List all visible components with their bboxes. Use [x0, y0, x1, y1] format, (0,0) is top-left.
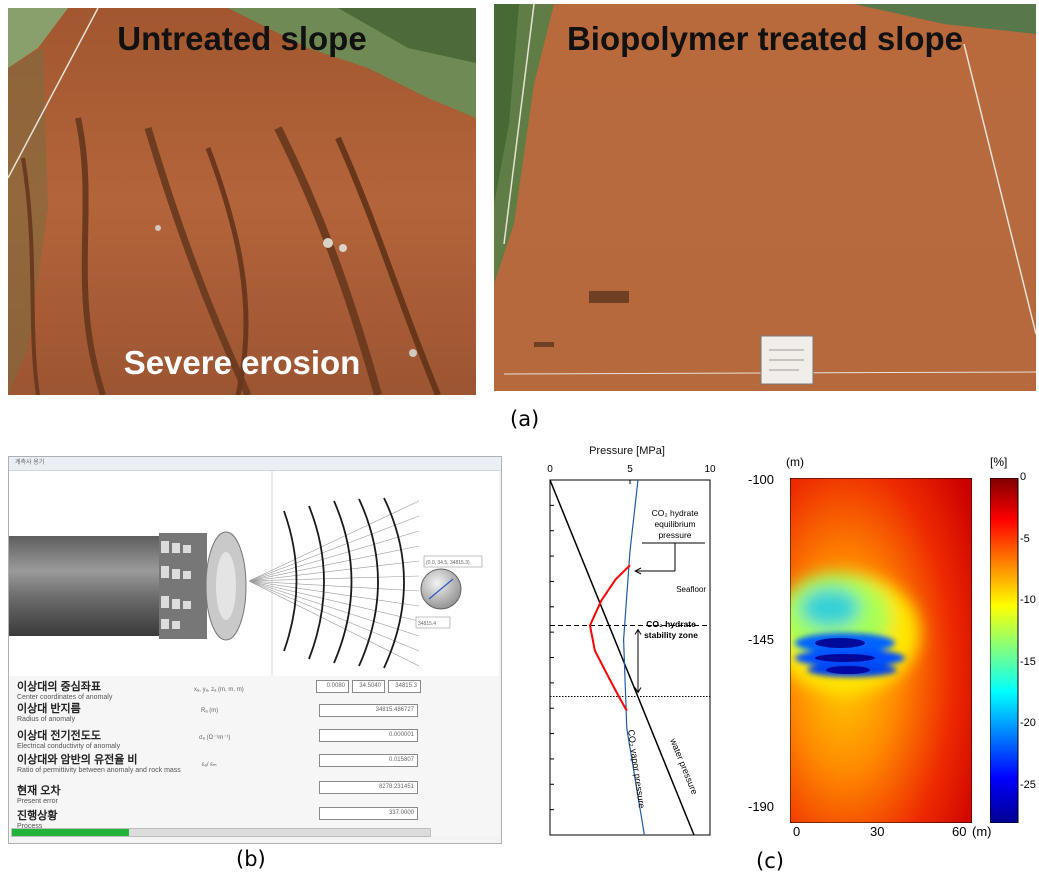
progress-fill [12, 829, 130, 836]
row-symbol: Rₐ (m) [201, 708, 219, 714]
row-en-label: Radius of anomaly [17, 716, 75, 723]
x-tick-label: 10 [704, 464, 716, 475]
value-field-error[interactable]: 8278.231451 [319, 781, 418, 794]
equilibrium-label: CO₂ hydrate [652, 508, 699, 518]
row-ko-label: 진행상황 [17, 810, 58, 822]
row-symbol: εₐ/ εₘ [202, 762, 217, 768]
vapor-pressure-label: CO₂ vapor pressure [626, 729, 647, 809]
value-field-conductivity[interactable]: 0.000001 [319, 729, 418, 742]
row-ko-label: 이상대 전기전도도 [17, 730, 102, 742]
panel-c-label: (c) [756, 849, 784, 873]
row-symbol: xₐ, yₐ, zₐ (m, m, m) [194, 687, 244, 693]
panel-b-label: (b) [236, 847, 266, 871]
value-field-x[interactable]: 0.0080 [316, 680, 349, 693]
heatmap-xtick-30: 30 [870, 824, 885, 839]
equilibrium-arrow [633, 567, 675, 575]
untreated-slope-title: Untreated slope [117, 20, 367, 57]
panel-a-label: (a) [510, 407, 540, 431]
colorbar-gradient [990, 478, 1019, 823]
row-ko-label: 이상대와 암반의 유전율 비 [17, 754, 138, 766]
heatmap-y-unit: (m) [786, 455, 804, 469]
row-radius: 이상대 반지름 Radius of anomaly [17, 700, 81, 723]
row-ko-label: 현재 오차 [17, 785, 61, 797]
pressure-chart: Pressure [MPa] 0 5 10 CO₂ hydrateequilibri… [547, 445, 716, 836]
parameter-panel: 이상대의 중심좌표 Center coordinates of anomaly … [9, 676, 499, 837]
colorbar-tick-label: -10 [1020, 594, 1036, 607]
sphere-readout-2: 34815.4 [418, 621, 436, 627]
row-ko-label: 이상대 반지름 [17, 703, 81, 715]
treated-slope-image [494, 4, 1036, 391]
row-en-label: Electrical conductivity of anomaly [17, 743, 121, 750]
colorbar [990, 478, 1019, 823]
row-en-label: Ratio of permittivity between anomaly an… [17, 767, 181, 774]
row-conductivity: 이상대 전기전도도 Electrical conductivity of ano… [17, 727, 120, 750]
row-center-coordinates: 이상대의 중심좌표 Center coordinates of anomaly [17, 678, 112, 701]
colorbar-unit: [%] [990, 455, 1008, 469]
row-en-label: Process [17, 823, 43, 830]
value-field-permittivity[interactable]: 0.015807 [319, 754, 418, 767]
colorbar-tick-label: -5 [1020, 532, 1030, 545]
colorbar-tick-label: 0 [1020, 471, 1027, 483]
heatmap-x-unit: (m) [972, 824, 992, 839]
value-field-process[interactable]: 337.0000 [319, 807, 418, 820]
value-field-radius[interactable]: 34815.486727 [319, 704, 418, 717]
row-symbol: σₐ (Ω⁻¹m⁻¹) [199, 735, 231, 741]
heatmap-xtick-60: 60 [952, 824, 967, 839]
severe-erosion-caption: Severe erosion [123, 344, 361, 381]
colorbar-tick-label: -15 [1020, 655, 1036, 668]
stability-zone-arrow [634, 628, 642, 694]
untreated-slope-image [8, 8, 476, 395]
colorbar-tick-label: -20 [1020, 717, 1036, 730]
colorbar-tick-label: -25 [1020, 779, 1036, 792]
sphere-readout-1: (0.0, 34.5, 34815.3) [426, 560, 470, 566]
stability-zone-label: stability zone [644, 630, 698, 640]
equilibrium-label: equilibrium [654, 519, 695, 529]
row-permittivity: 이상대와 암반의 유전율 비 Ratio of permittivity bet… [17, 751, 187, 774]
stability-zone-label: CO₂ hydrate [646, 619, 696, 629]
heatmap-plot [790, 478, 972, 823]
tunnel-3d-render: (0.0, 34.5, 34815.3) 34815.4 [9, 471, 499, 676]
value-field-z[interactable]: 34815.3 [388, 680, 421, 693]
water-pressure-line [549, 479, 695, 836]
untreated-slope-photo: Untreated slope Severe erosion [8, 8, 476, 395]
chart-title: Pressure [MPa] [589, 445, 665, 457]
row-ko-label: 이상대의 중심좌표 [17, 681, 102, 693]
window-title: 계측사 용기 [15, 460, 45, 466]
x-tick-label: 5 [627, 464, 633, 475]
software-window: 계측사 용기 [8, 456, 502, 844]
hydrate-equilibrium-curve [588, 564, 631, 712]
x-tick-label: 0 [547, 464, 553, 475]
row-present-error: 현재 오차 Present error [17, 782, 61, 805]
seafloor-label: Seafloor [676, 585, 706, 594]
row-process: 진행상황 Process [17, 807, 57, 830]
heatmap-ytick-bottom: -190 [748, 799, 775, 814]
row-en-label: Center coordinates of anomaly [17, 694, 113, 701]
equilibrium-label: pressure [658, 530, 691, 540]
progress-bar [11, 828, 431, 837]
treated-slope-title: Biopolymer treated slope [566, 20, 964, 57]
treated-slope-photo: Biopolymer treated slope [494, 4, 1036, 391]
water-pressure-label: water pressure [668, 736, 700, 796]
window-titlebar: 계측사 용기 [9, 457, 501, 471]
value-field-y[interactable]: 34.5040 [352, 680, 385, 693]
heatmap-ytick-top: -100 [748, 472, 775, 487]
co2-vapor-pressure-line [622, 479, 645, 836]
heatmap-ytick-mid: -145 [748, 632, 775, 647]
row-en-label: Present error [17, 798, 58, 805]
heatmap-xtick-0: 0 [793, 824, 801, 839]
